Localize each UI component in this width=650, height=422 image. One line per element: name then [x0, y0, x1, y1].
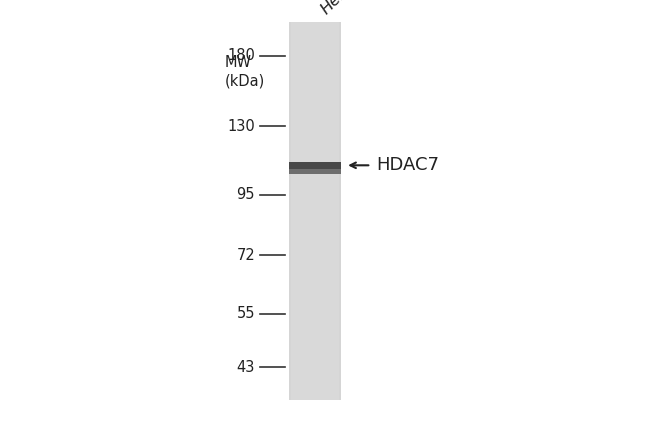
- Bar: [289, 162, 341, 169]
- Text: 180: 180: [227, 48, 255, 63]
- Text: 72: 72: [236, 248, 255, 262]
- Bar: [291, 22, 339, 400]
- Bar: [289, 22, 341, 400]
- Bar: [289, 169, 341, 174]
- Text: HDAC7: HDAC7: [376, 156, 439, 174]
- Text: 95: 95: [237, 187, 255, 202]
- Text: MW
(kDa): MW (kDa): [225, 55, 265, 89]
- Text: 55: 55: [237, 306, 255, 321]
- Text: HeLa: HeLa: [318, 0, 357, 17]
- Text: 43: 43: [237, 360, 255, 375]
- Text: 130: 130: [227, 119, 255, 134]
